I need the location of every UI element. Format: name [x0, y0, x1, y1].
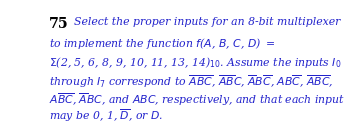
Text: $A\overline{BC}$, $\overline{A}BC$, and $ABC$, respectively, and that each input: $A\overline{BC}$, $\overline{A}BC$, and … — [49, 91, 346, 108]
Text: may be 0, 1, $\overline{D}$, or $D$.: may be 0, 1, $\overline{D}$, or $D$. — [49, 108, 163, 122]
Text: to implement the function $f$($A$, $B$, $C$, $D$) $=$: to implement the function $f$($A$, $B$, … — [49, 36, 275, 51]
Text: 75: 75 — [49, 17, 69, 31]
Text: through $I_7$ correspond to $\overline{ABC}$, $\overline{AB}C$, $\overline{A}B\o: through $I_7$ correspond to $\overline{A… — [49, 73, 334, 90]
Text: Select the proper inputs for an 8-bit multiplexer: Select the proper inputs for an 8-bit mu… — [74, 17, 341, 27]
Text: $\Sigma$(2, 5, 6, 8, 9, 10, 11, 13, 14)$_{10}$. Assume the inputs $I_0$: $\Sigma$(2, 5, 6, 8, 9, 10, 11, 13, 14)$… — [49, 55, 342, 70]
